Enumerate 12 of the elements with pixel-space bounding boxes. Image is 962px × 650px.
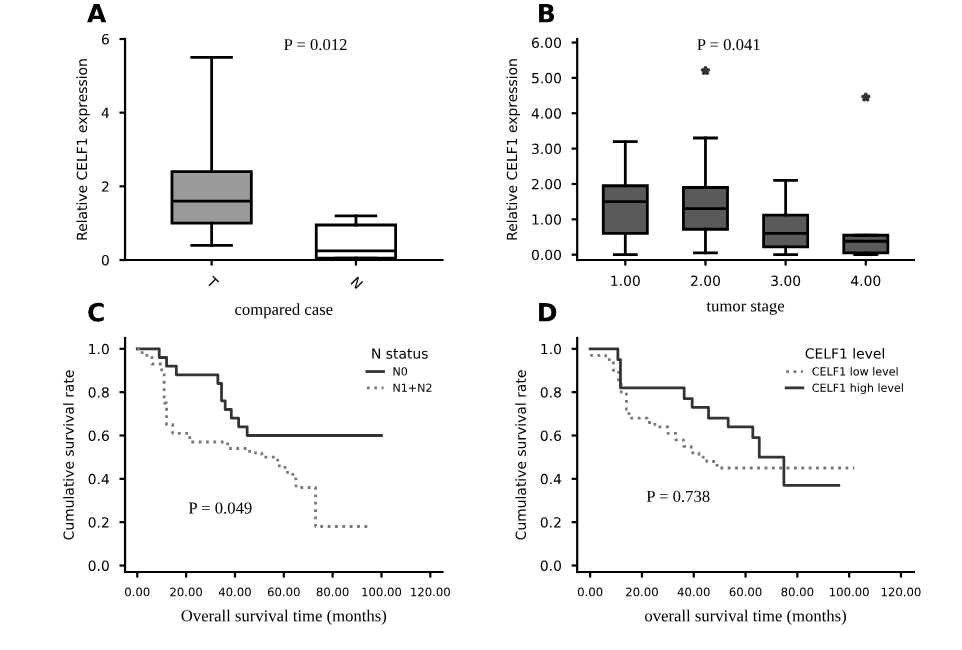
chart-title: A: [87, 4, 107, 23]
x-axis-title: compared case: [235, 303, 333, 319]
chart-title: D: [539, 303, 557, 322]
annotation: P = 0.012: [284, 38, 347, 51]
x-axis-title: tumor stage: [706, 301, 785, 315]
chart-title: B: [539, 4, 555, 23]
x-axis-title: Overall survival time (months): [181, 609, 387, 625]
annotation: P = 0.041: [697, 38, 760, 51]
annotation: P = 0.738: [646, 490, 710, 503]
chart-title: C: [88, 302, 104, 322]
annotation: P = 0.049: [188, 502, 252, 514]
x-axis-title: overall survival time (months): [645, 609, 846, 625]
